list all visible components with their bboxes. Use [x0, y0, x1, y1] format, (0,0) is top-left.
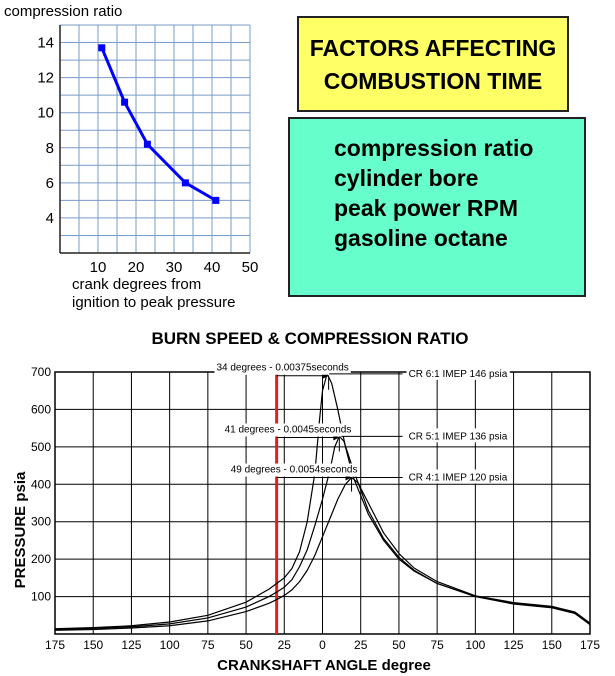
- c2-legend-bg: [406, 469, 510, 484]
- burn-speed-chart: BURN SPEED & COMPRESSION RATIO 175 150 125…: [12, 329, 600, 674]
- c2-x-tick-label: 100: [160, 638, 180, 652]
- c1-xlabel-line2: ignition to peak pressure: [72, 294, 235, 311]
- c2-x-tick-label: 50: [239, 638, 253, 652]
- factor-item: compression ratio: [334, 135, 534, 161]
- c1-ticks: 10 20 30 40 50 4 6 8 10 12 14: [37, 35, 258, 276]
- c1-data-point: [212, 196, 220, 204]
- c1-x-tick-label: 30: [166, 259, 183, 276]
- c1-axes: [59, 25, 250, 254]
- factors-heading-line1: FACTORS AFFECTING: [309, 35, 557, 61]
- c1-data-point: [143, 140, 151, 148]
- c2-annotation-label: 34 degrees - 0.00375seconds: [216, 363, 348, 374]
- c1-y-tick-label: 6: [46, 175, 54, 192]
- factors-list-box: compression ratio cylinder bore peak pow…: [288, 117, 586, 297]
- c2-ticks: 175 150 125 100 75 50 25 0 25 50 75 100 125 150 175 100…: [31, 365, 600, 652]
- c1-x-tick-label: 10: [90, 259, 107, 276]
- c2-x-tick-label: 150: [542, 638, 562, 652]
- c1-series: [98, 44, 220, 204]
- c1-x-tick-label: 40: [204, 259, 221, 276]
- c2-annotation-bg: [228, 463, 360, 477]
- c2-y-tick-label: 400: [31, 477, 51, 491]
- c1-y-tick-label: 14: [37, 35, 54, 52]
- compression-ratio-chart: 10 20 30 40 50 4 6 8 10 12 14 compression ratio cr…: [4, 3, 258, 311]
- factor-item: gasoline octane: [334, 225, 508, 251]
- c2-ylabel: PRESSURE psia: [12, 471, 29, 588]
- c2-y-tick-label: 300: [31, 515, 51, 529]
- c2-y-tick-label: 100: [31, 590, 51, 604]
- c2-y-tick-label: 600: [31, 402, 51, 416]
- c1-grid: [59, 24, 251, 253]
- c2-x-tick-label: 75: [430, 638, 444, 652]
- c2-series-label: CR 5:1 IMEP 136 psia: [409, 431, 508, 442]
- c2-x-tick-label: 175: [45, 638, 65, 652]
- factors-heading-line2: COMBUSTION TIME: [323, 68, 543, 94]
- c2-x-tick-label: 125: [504, 638, 524, 652]
- c2-y-tick-label: 500: [31, 440, 51, 454]
- c1-ylabel: compression ratio: [4, 3, 122, 20]
- c2-x-tick-label: 25: [354, 638, 368, 652]
- c1-xlabel-line1: crank degrees from: [72, 276, 201, 293]
- c2-x-tick-label: 75: [201, 638, 215, 652]
- c1-data-point: [121, 98, 129, 106]
- factors-heading-box: FACTORS AFFECTING COMBUSTION TIME: [297, 16, 569, 112]
- c2-x-tick-label: 50: [392, 638, 406, 652]
- c2-legend-bg: [406, 428, 510, 443]
- c2-series-label: CR 4:1 IMEP 120 psia: [409, 473, 508, 484]
- c2-title: BURN SPEED & COMPRESSION RATIO: [151, 329, 468, 348]
- c1-data-point: [181, 179, 189, 187]
- c1-y-tick-label: 10: [37, 105, 54, 122]
- c2-xlabel: CRANKSHAFT ANGLE degree: [217, 657, 431, 674]
- c1-x-tick-label: 20: [128, 259, 145, 276]
- c2-x-tick-label: 175: [580, 638, 600, 652]
- c2-annotation-bg: [222, 423, 354, 437]
- c2-annotation-bg: [214, 361, 351, 375]
- c1-y-tick-label: 4: [46, 210, 54, 227]
- factor-item: peak power RPM: [334, 195, 519, 221]
- c1-data-point: [98, 44, 106, 52]
- c2-x-tick-label: 25: [278, 638, 292, 652]
- c2-y-tick-label: 200: [31, 552, 51, 566]
- c2-annotation-label: 49 degrees - 0.0054seconds: [231, 465, 358, 476]
- c1-xlabel: crank degrees from ignition to peak pres…: [72, 276, 235, 311]
- c2-x-tick-label: 0: [319, 638, 326, 652]
- c1-y-tick-label: 8: [46, 140, 54, 157]
- factor-item: cylinder bore: [334, 165, 479, 191]
- c2-x-tick-label: 150: [83, 638, 103, 652]
- c2-x-tick-label: 125: [121, 638, 141, 652]
- c2-annotations: 34 degrees - 0.00375seconds 41 degrees - …: [214, 361, 510, 492]
- c2-annotation-label: 41 degrees - 0.0045seconds: [225, 425, 352, 436]
- c2-grid: [54, 371, 591, 635]
- c2-x-tick-label: 100: [465, 638, 485, 652]
- c2-series-line: [54, 476, 591, 631]
- c2-y-tick-label: 700: [31, 365, 51, 379]
- c2-legend-bg: [406, 365, 510, 380]
- c1-x-tick-label: 50: [242, 259, 259, 276]
- c2-series-label: CR 6:1 IMEP 146 psia: [409, 369, 508, 380]
- c1-y-tick-label: 12: [37, 70, 54, 87]
